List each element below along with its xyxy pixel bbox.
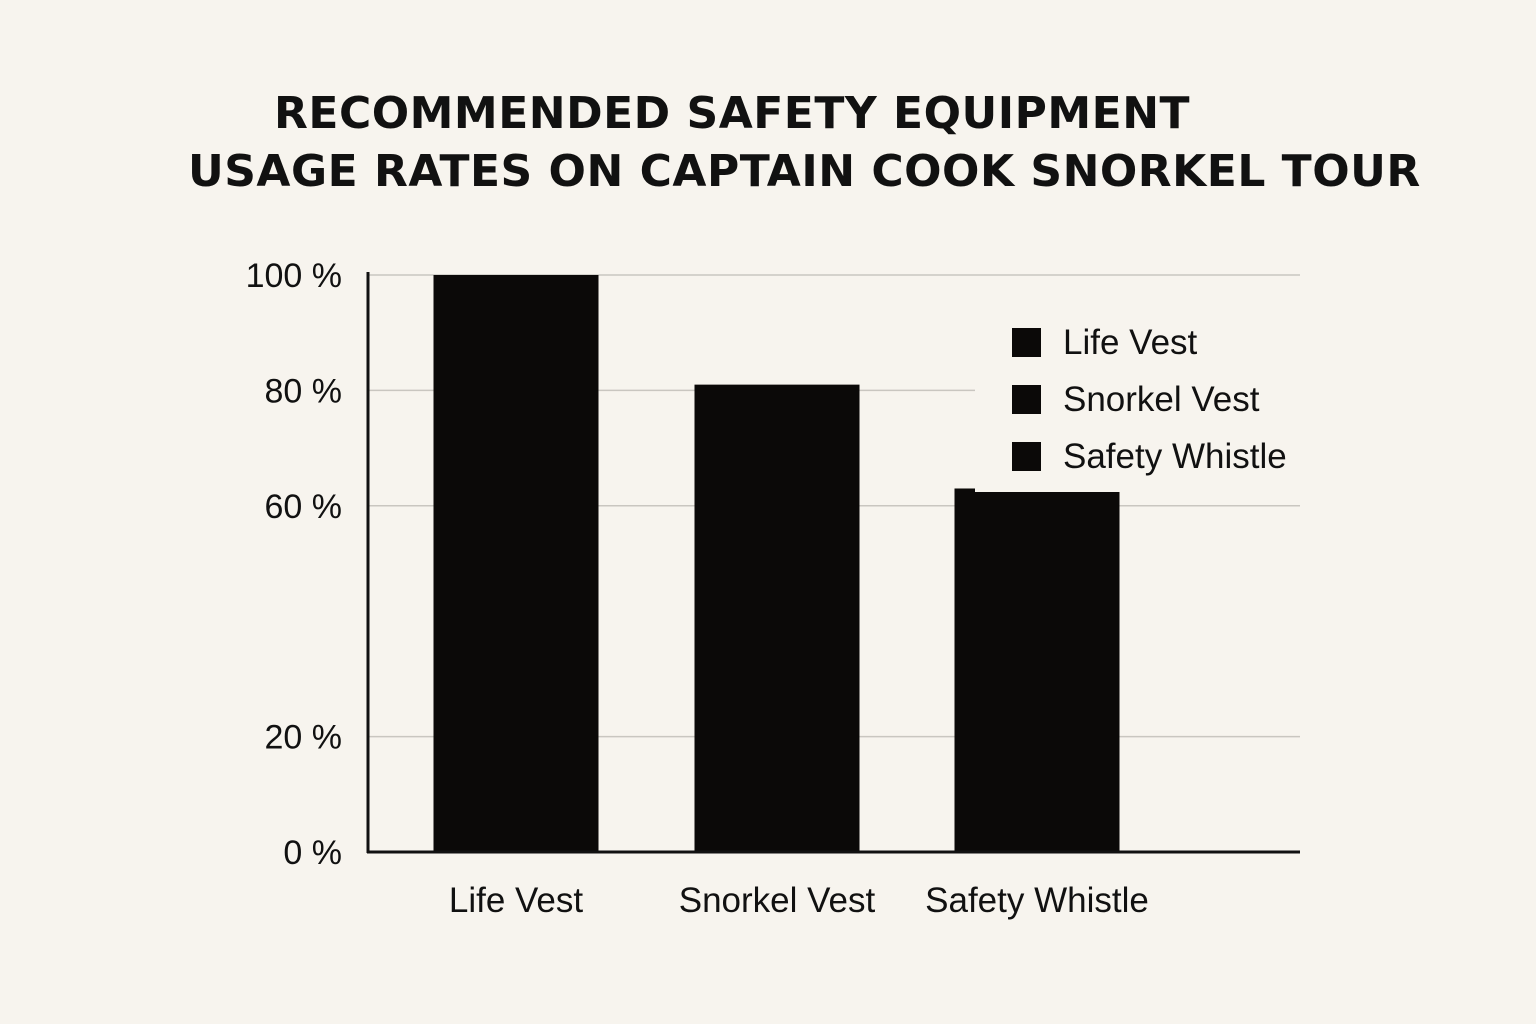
x-category-label: Life Vest xyxy=(449,881,584,920)
y-tick-label: 80 % xyxy=(265,372,343,410)
bar-life-vest xyxy=(433,275,599,852)
bars xyxy=(433,275,1120,852)
legend-swatch xyxy=(1012,385,1041,414)
y-tick-labels: 0 % 20 % 60 % 80 % 100 % xyxy=(246,257,342,872)
legend-swatch xyxy=(1012,328,1041,357)
legend-label: Safety Whistle xyxy=(1063,437,1287,476)
y-tick-label: 0 % xyxy=(283,834,342,872)
chart-title-line-2: USAGE RATES ON CAPTAIN COOK SNORKEL TOUR xyxy=(188,146,1421,197)
y-tick-label: 60 % xyxy=(265,488,343,526)
chart-title-line-1: RECOMMENDED SAFETY EQUIPMENT xyxy=(274,88,1191,139)
legend-label: Snorkel Vest xyxy=(1063,380,1260,419)
bar-safety-whistle xyxy=(954,488,1120,852)
legend: Life Vest Snorkel Vest Safety Whistle xyxy=(975,312,1315,492)
y-tick-label: 100 % xyxy=(246,257,342,295)
y-tick-label: 20 % xyxy=(265,719,343,757)
x-category-label: Safety Whistle xyxy=(925,881,1149,920)
bar-snorkel-vest xyxy=(694,384,860,852)
legend-label: Life Vest xyxy=(1063,323,1198,362)
axes xyxy=(366,272,1300,854)
legend-swatch xyxy=(1012,442,1041,471)
x-category-label: Snorkel Vest xyxy=(679,881,876,920)
x-category-labels: Life Vest Snorkel Vest Safety Whistle xyxy=(449,881,1149,920)
